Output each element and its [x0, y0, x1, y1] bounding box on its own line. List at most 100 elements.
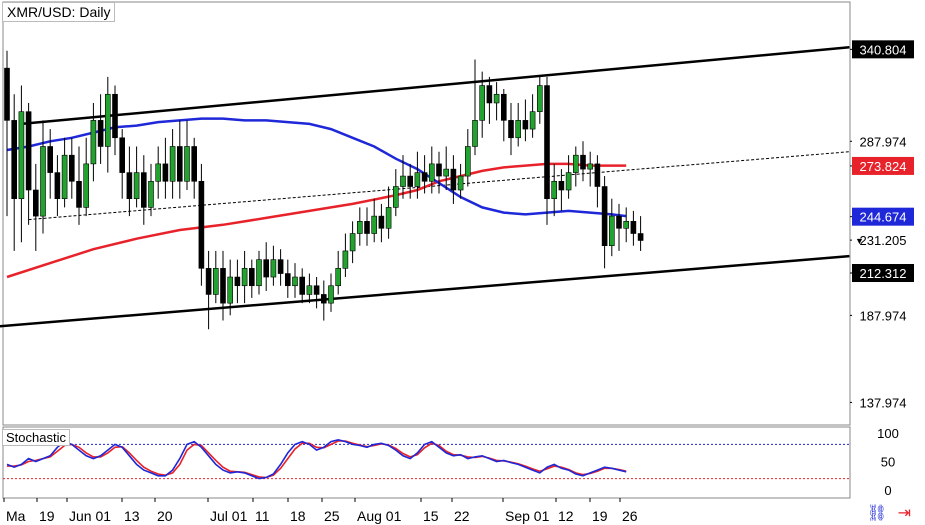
candle-body	[292, 276, 298, 287]
link-icon[interactable]: ⛓	[866, 505, 888, 522]
candle	[227, 259, 233, 316]
candle	[565, 155, 572, 199]
candle	[580, 141, 586, 182]
x-tick-label: Jul 01	[210, 508, 248, 524]
candle-body	[320, 294, 327, 304]
candle	[177, 120, 183, 199]
candle	[486, 76, 493, 124]
candle	[270, 245, 277, 286]
x-tick-label: 20	[157, 508, 173, 524]
price-label-text: 340.804	[860, 42, 907, 57]
stochastic-k-line	[6, 438, 627, 480]
x-tick-label: 26	[622, 508, 638, 524]
candle	[263, 242, 270, 291]
candle	[284, 259, 291, 298]
price-label-box	[852, 231, 914, 250]
candle	[356, 207, 363, 246]
candle-body	[76, 180, 82, 208]
candle-body	[205, 268, 212, 295]
candle	[328, 273, 334, 312]
candle-body	[169, 146, 176, 182]
candle	[47, 129, 54, 199]
stochastic-pane	[2, 426, 851, 499]
candle-body	[392, 186, 399, 208]
candle	[40, 120, 46, 234]
candle	[306, 273, 313, 304]
candle	[522, 99, 529, 142]
candle	[241, 250, 248, 304]
candle-body	[83, 163, 89, 208]
x-tick-label: Sep 01	[505, 508, 550, 524]
candle-body	[112, 93, 118, 139]
price-label: 340.804	[850, 40, 914, 59]
candle-body	[177, 146, 183, 182]
candle	[83, 137, 89, 217]
channel-upper-line	[21, 46, 850, 126]
candle-body	[623, 221, 630, 229]
x-tick-label: Jun 01	[69, 508, 111, 524]
candle-body	[450, 168, 457, 191]
candle-body	[227, 276, 233, 304]
candle-body	[349, 233, 356, 252]
candle-body	[241, 268, 248, 287]
candle	[572, 146, 579, 187]
candle-body	[407, 175, 414, 187]
candle-body	[119, 137, 125, 173]
candle	[299, 268, 306, 304]
candle	[407, 163, 414, 199]
candle	[364, 207, 370, 246]
candle	[25, 102, 32, 225]
candle	[313, 277, 320, 309]
candle-body	[249, 268, 255, 287]
candle	[623, 207, 630, 243]
x-tick-label: 13	[124, 508, 140, 524]
candle	[69, 137, 75, 199]
candle-body	[263, 259, 270, 278]
x-tick-label: 25	[324, 508, 340, 524]
candle-body	[155, 163, 161, 182]
candle-body	[90, 120, 97, 165]
candle	[443, 146, 450, 190]
axes: 340.804 287.974 273.824 244.674 231.205▼ 212.…	[3, 40, 914, 524]
stochastic-label: Stochastic	[2, 429, 70, 446]
candle	[32, 163, 39, 251]
candle	[450, 155, 457, 204]
candle-body	[400, 175, 406, 187]
candle	[119, 129, 125, 199]
candle	[400, 155, 406, 199]
candle-body	[457, 175, 464, 191]
candle-body	[284, 273, 291, 287]
x-tick-label: 19	[39, 508, 55, 524]
candle	[162, 137, 169, 199]
candle-body	[371, 215, 378, 234]
candle-body	[32, 189, 39, 217]
price-label: 137.974	[850, 393, 914, 412]
candle	[105, 76, 111, 173]
candle	[148, 163, 154, 217]
candle-body	[443, 168, 450, 177]
price-pane	[0, 1, 851, 426]
candle	[18, 85, 25, 243]
candle	[61, 137, 68, 208]
candle-body	[414, 172, 421, 187]
price-label-text: 287.974	[860, 134, 907, 149]
candle	[428, 146, 435, 194]
candle	[637, 216, 644, 251]
candle-body	[479, 85, 486, 121]
price-label-box	[852, 306, 914, 325]
candle	[558, 169, 565, 211]
candle-body	[587, 163, 594, 170]
stochastic-tick-label: 0	[884, 483, 891, 498]
candle-body	[551, 180, 558, 200]
double-arrow-icon[interactable]: ⇥	[897, 505, 911, 522]
candle-body	[464, 146, 471, 177]
candle	[320, 280, 327, 321]
candle-body	[97, 120, 104, 147]
candle	[378, 203, 385, 243]
price-label-text: 187.974	[860, 308, 907, 323]
x-tick-label: 19	[592, 508, 608, 524]
sma-blue-line	[6, 117, 627, 218]
candle-body	[601, 186, 608, 247]
candle-body	[25, 111, 32, 191]
